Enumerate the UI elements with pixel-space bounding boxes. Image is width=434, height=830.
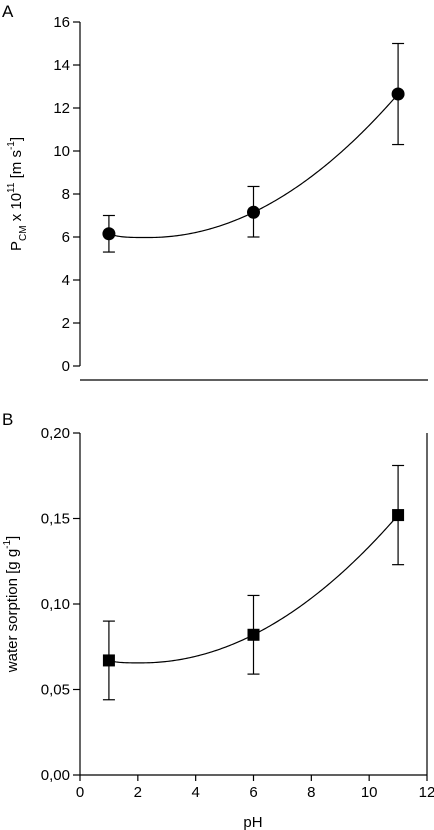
panel-b-x-ticks [79, 775, 428, 781]
panel-a: A 0 2 4 6 8 10 12 14 16 PCM x 1011 [m s-1] [2, 2, 428, 381]
y-tick-label: 6 [62, 229, 70, 246]
data-point-square [247, 628, 260, 641]
panel-b-data-points [102, 464, 405, 701]
y-tick-label: 14 [53, 57, 70, 74]
data-point-circle [391, 87, 405, 101]
y-tick-label: 0,15 [41, 511, 70, 528]
panel-a-data-points [102, 42, 405, 253]
panel-b-x-tick-labels: 0 2 4 6 8 10 12 [76, 784, 434, 801]
x-tick-label: 10 [361, 784, 378, 801]
panel-letter-a: A [2, 2, 14, 21]
x-tick-label: 0 [76, 784, 84, 801]
panel-letter-b: B [2, 410, 13, 429]
y-tick-label: 10 [53, 143, 70, 160]
y-tick-label: 0,20 [41, 425, 70, 442]
panel-a-y-axis-label: PCM x 1011 [m s-1] [6, 137, 29, 251]
y-tick-label: 0,05 [41, 682, 70, 699]
y-tick-label: 8 [62, 186, 70, 203]
panel-b: B 0,00 0,05 0,10 0,15 0,20 0 2 4 6 8 10 12 water s… [2, 410, 434, 830]
y-tick-label: 0,00 [41, 767, 70, 784]
y-tick-label: 0 [62, 358, 70, 375]
y-tick-label: 0,10 [41, 596, 70, 613]
y-tick-label: 4 [62, 272, 70, 289]
y-tick-label: 16 [53, 14, 70, 31]
panel-b-y-ticks [73, 432, 80, 776]
data-point-square [102, 654, 115, 667]
data-point-square [392, 509, 405, 522]
panel-b-x-axis-label: pH [243, 814, 262, 830]
panel-b-y-axis-label: water sorption [g g-1] [2, 536, 21, 673]
x-tick-label: 4 [191, 784, 199, 801]
data-point-circle [102, 227, 116, 241]
x-tick-label: 12 [419, 784, 434, 801]
panel-a-y-tick-labels: 0 2 4 6 8 10 12 14 16 [53, 14, 70, 375]
y-tick-label: 12 [53, 100, 70, 117]
data-point-circle [247, 205, 260, 219]
x-tick-label: 8 [307, 784, 315, 801]
panel-b-y-tick-labels: 0,00 0,05 0,10 0,15 0,20 [41, 425, 70, 784]
x-tick-label: 6 [249, 784, 257, 801]
x-tick-label: 2 [134, 784, 142, 801]
panel-a-y-ticks [73, 21, 80, 367]
y-tick-label: 2 [62, 315, 70, 332]
